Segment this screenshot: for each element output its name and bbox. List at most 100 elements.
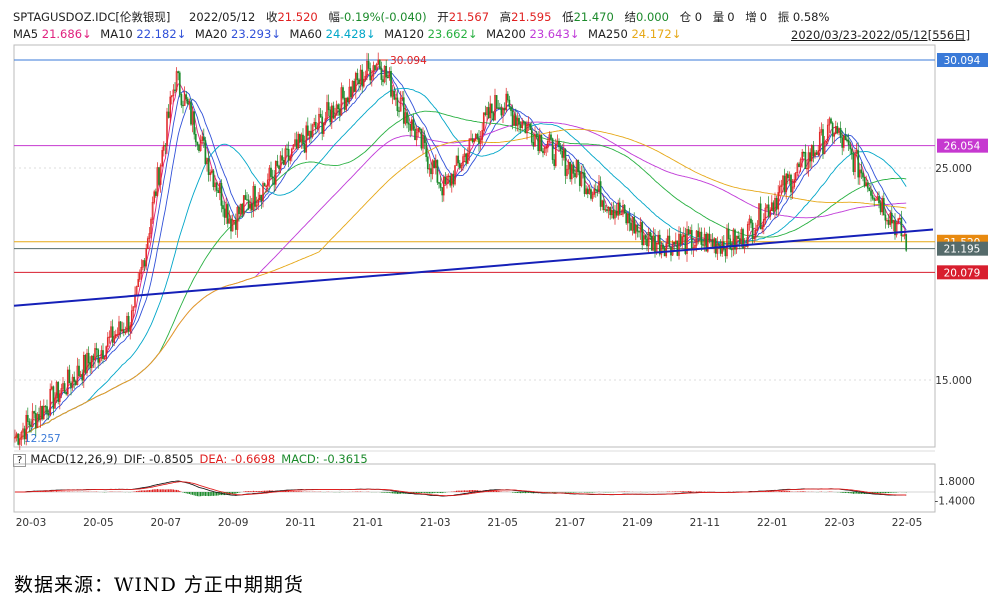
candle-body [274,160,277,185]
candle-body [873,198,876,201]
candle-body [55,381,58,399]
candle-body [242,195,245,214]
candle-body [871,195,874,199]
candle-body [449,175,452,186]
candle-body [580,172,583,186]
symbol-name: SPTAGUSDOZ.IDC[伦敦银现] [13,10,171,24]
candle-body [895,222,898,236]
macd-tick-label: 1.8000 [938,476,975,488]
candle-body [788,174,791,179]
x-tick-label: 21-01 [353,517,384,529]
candle-body [346,97,349,103]
candle-body [401,97,404,99]
candle-body [574,173,576,178]
candle-body [103,358,106,360]
candle-body [76,365,79,385]
candle-body [646,238,648,247]
candle-body [46,406,48,414]
candle-body [209,172,212,175]
candle-body [334,115,336,119]
x-tick-label: 22-01 [757,517,788,529]
candle-body [583,172,586,194]
candle-body [486,107,488,115]
candle-body [276,160,279,167]
candle-body [740,229,743,244]
candle-body [554,143,557,166]
candle-body [314,121,317,129]
candle-body [138,273,141,280]
candle-body [634,224,637,234]
candle-body [234,219,237,230]
candle-body [639,222,642,233]
candle-body [823,142,826,154]
candle-body [487,107,490,119]
candle-body [396,97,399,112]
candle-body [313,121,316,126]
candle-body [358,79,360,85]
candle-body [161,150,164,166]
candle-body [119,321,122,332]
candle-body [170,95,173,98]
candle-body [212,170,215,188]
candle-body [383,65,386,83]
candle-body [830,118,832,124]
candle-body [820,129,823,133]
ma-line-6 [14,128,907,440]
candle-body [239,203,242,215]
ma5-item: MA5 21.686↓ [13,27,92,41]
candle-body [666,235,669,244]
candle-body [311,124,314,137]
date-range[interactable]: 2020/03/23-2022/05/12[556日] [791,28,971,42]
candle-body [262,183,264,202]
candle-body [289,156,292,161]
candle-body [78,365,80,377]
candle-body [633,217,636,234]
candle-body [839,127,842,138]
candle-body [332,105,335,119]
candle-body [159,165,162,185]
candle-body [226,204,229,224]
candle-body [734,229,736,250]
candle-body [439,183,442,188]
candle-body [148,233,151,239]
x-tick-label: 21-05 [487,517,518,529]
candle-body [794,172,797,180]
candle-body [225,204,228,218]
candle-body [606,209,608,212]
candle-body [775,198,778,210]
oi-item: 仓 0 [679,10,703,24]
candle-body [844,135,847,141]
candle-body [556,141,559,145]
candle-body [644,235,647,240]
candle-body [86,352,88,373]
candle-body [710,239,712,241]
candle-body [753,236,756,240]
candle-body [191,111,194,125]
candle-body [337,104,340,110]
candle-body [297,133,300,149]
candle-body [306,125,309,136]
candle-body [750,218,752,224]
candle-body [39,406,42,421]
candle-body [201,136,204,141]
candle-body [114,334,117,338]
candle-body [350,86,352,98]
candle-body [28,421,31,426]
candle-body [726,228,728,257]
candle-body [130,310,133,327]
candle-body [607,207,610,212]
candle-body [746,224,749,247]
candle-body [593,189,596,195]
candle-body [804,152,807,169]
candle-body [84,355,87,373]
candle-body [508,99,511,108]
macd-help-icon[interactable]: ? [13,454,27,467]
candle-body [215,182,218,191]
candle-body [617,202,620,216]
candle-body [756,224,759,231]
candle-body [265,185,268,188]
candle-body [290,148,293,157]
macd-panel: 1.8000 -1.4000 [14,476,975,507]
